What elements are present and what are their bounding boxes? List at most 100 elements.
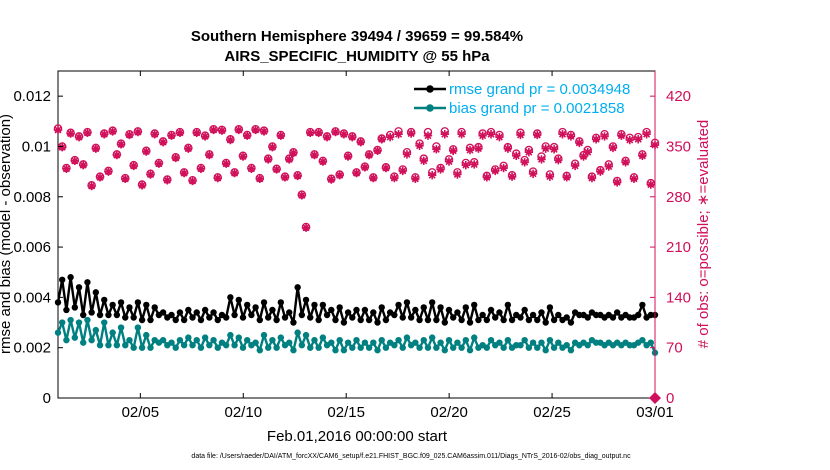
bias-point bbox=[370, 339, 377, 346]
obs-evaluated-point bbox=[74, 132, 84, 142]
bias-point bbox=[273, 344, 280, 351]
obs-evaluated-point bbox=[242, 131, 252, 140]
rmse-point bbox=[546, 304, 554, 311]
obs-evaluated-point bbox=[507, 172, 517, 181]
bias-point bbox=[500, 344, 507, 351]
obs-evaluated-point bbox=[70, 156, 80, 166]
rmse-point bbox=[517, 314, 524, 321]
footnote: data file: /Users/raeder/DAI/ATM_forcXX/… bbox=[191, 453, 631, 460]
obs-evaluated-point bbox=[411, 174, 420, 183]
rmse-point bbox=[496, 309, 503, 316]
rmse-point bbox=[349, 314, 356, 321]
bias-point bbox=[517, 341, 524, 349]
bias-point bbox=[84, 316, 91, 324]
rmse-point bbox=[378, 304, 385, 311]
bias-point bbox=[504, 336, 512, 344]
rmse-point bbox=[159, 309, 167, 316]
rmse-point bbox=[134, 299, 142, 306]
obs-evaluated-point bbox=[419, 156, 428, 166]
rmse-point bbox=[445, 306, 453, 314]
bias-point bbox=[239, 344, 247, 351]
obs-evaluated-point bbox=[554, 155, 563, 165]
bias-point bbox=[290, 347, 297, 354]
rmse-point bbox=[563, 314, 570, 321]
bias-point bbox=[378, 336, 385, 344]
obs-evaluated-point bbox=[154, 159, 164, 168]
obs-evaluated-point bbox=[621, 158, 630, 167]
rmse-point bbox=[105, 311, 112, 319]
obs-evaluated-point bbox=[364, 150, 374, 160]
obs-evaluated-point bbox=[406, 129, 416, 138]
obs-evaluated-point bbox=[608, 143, 618, 153]
bias-point bbox=[117, 324, 125, 331]
rmse-point bbox=[96, 311, 104, 319]
obs-evaluated-point bbox=[179, 168, 189, 178]
bias-point bbox=[353, 336, 360, 344]
obs-evaluated-point bbox=[352, 168, 361, 178]
bias-point bbox=[71, 334, 79, 341]
rmse-point bbox=[101, 296, 108, 304]
bias-point bbox=[206, 341, 213, 349]
bias-point bbox=[428, 334, 436, 341]
bias-point bbox=[302, 331, 310, 339]
rmse-point bbox=[143, 301, 150, 309]
rmse-point bbox=[365, 316, 373, 324]
bias-point bbox=[227, 331, 234, 339]
rmse-point bbox=[67, 274, 74, 281]
rmse-point bbox=[634, 311, 642, 319]
obs-evaluated-point bbox=[62, 164, 71, 173]
obs-evaluated-point bbox=[259, 127, 269, 136]
bias-point bbox=[210, 336, 217, 344]
bias-point bbox=[542, 347, 549, 354]
obs-evaluated-point bbox=[121, 174, 130, 183]
rmse-point bbox=[286, 309, 293, 316]
obs-evaluated-point bbox=[617, 131, 626, 140]
legend-bias-marker bbox=[426, 104, 434, 112]
rmse-point bbox=[466, 319, 474, 326]
rmse-point bbox=[248, 311, 255, 319]
rmse-point bbox=[231, 311, 238, 319]
obs-evaluated-point bbox=[209, 125, 218, 135]
rmse-point bbox=[206, 314, 213, 321]
bias-point bbox=[269, 336, 276, 344]
bias-point bbox=[122, 341, 129, 349]
rmse-point bbox=[273, 316, 280, 324]
obs-evaluated-point bbox=[516, 130, 525, 140]
bias-point bbox=[639, 336, 646, 344]
obs-evaluated-point bbox=[196, 164, 206, 173]
y2-tick-label: 350 bbox=[666, 138, 691, 155]
bias-point bbox=[647, 339, 654, 346]
obs-evaluated-point bbox=[205, 150, 214, 160]
obs-evaluated-point bbox=[512, 151, 521, 160]
bias-point bbox=[399, 344, 406, 351]
bias-point bbox=[214, 344, 221, 351]
rmse-point bbox=[340, 319, 348, 326]
obs-evaluated-point bbox=[339, 130, 349, 139]
rmse-point bbox=[454, 309, 461, 316]
bias-point bbox=[454, 339, 461, 346]
obs-evaluated-point bbox=[137, 181, 147, 190]
obs-evaluated-point bbox=[184, 144, 193, 153]
bias-point bbox=[344, 339, 352, 346]
obs-evaluated-point bbox=[112, 150, 122, 160]
obs-evaluated-point bbox=[331, 127, 340, 137]
obs-evaluated-point bbox=[293, 171, 302, 181]
obs-evaluated-point bbox=[66, 129, 75, 138]
obs-evaluated-point bbox=[221, 159, 231, 168]
obs-evaluated-point bbox=[545, 172, 555, 181]
rmse-point bbox=[59, 276, 66, 283]
bias-point bbox=[63, 336, 70, 344]
rmse-point bbox=[361, 306, 369, 314]
bias-point bbox=[265, 344, 272, 351]
rmse-point bbox=[336, 304, 343, 311]
y-tick-label: 0.01 bbox=[22, 138, 51, 155]
obs-evaluated-point bbox=[373, 146, 382, 155]
rmse-point bbox=[328, 306, 335, 314]
rmse-point bbox=[281, 314, 289, 321]
rmse-point bbox=[193, 309, 200, 316]
bias-point bbox=[521, 336, 528, 344]
bias-point bbox=[243, 336, 251, 344]
rmse-point bbox=[483, 316, 491, 324]
obs-evaluated-point bbox=[423, 131, 433, 140]
bias-point bbox=[75, 319, 83, 326]
